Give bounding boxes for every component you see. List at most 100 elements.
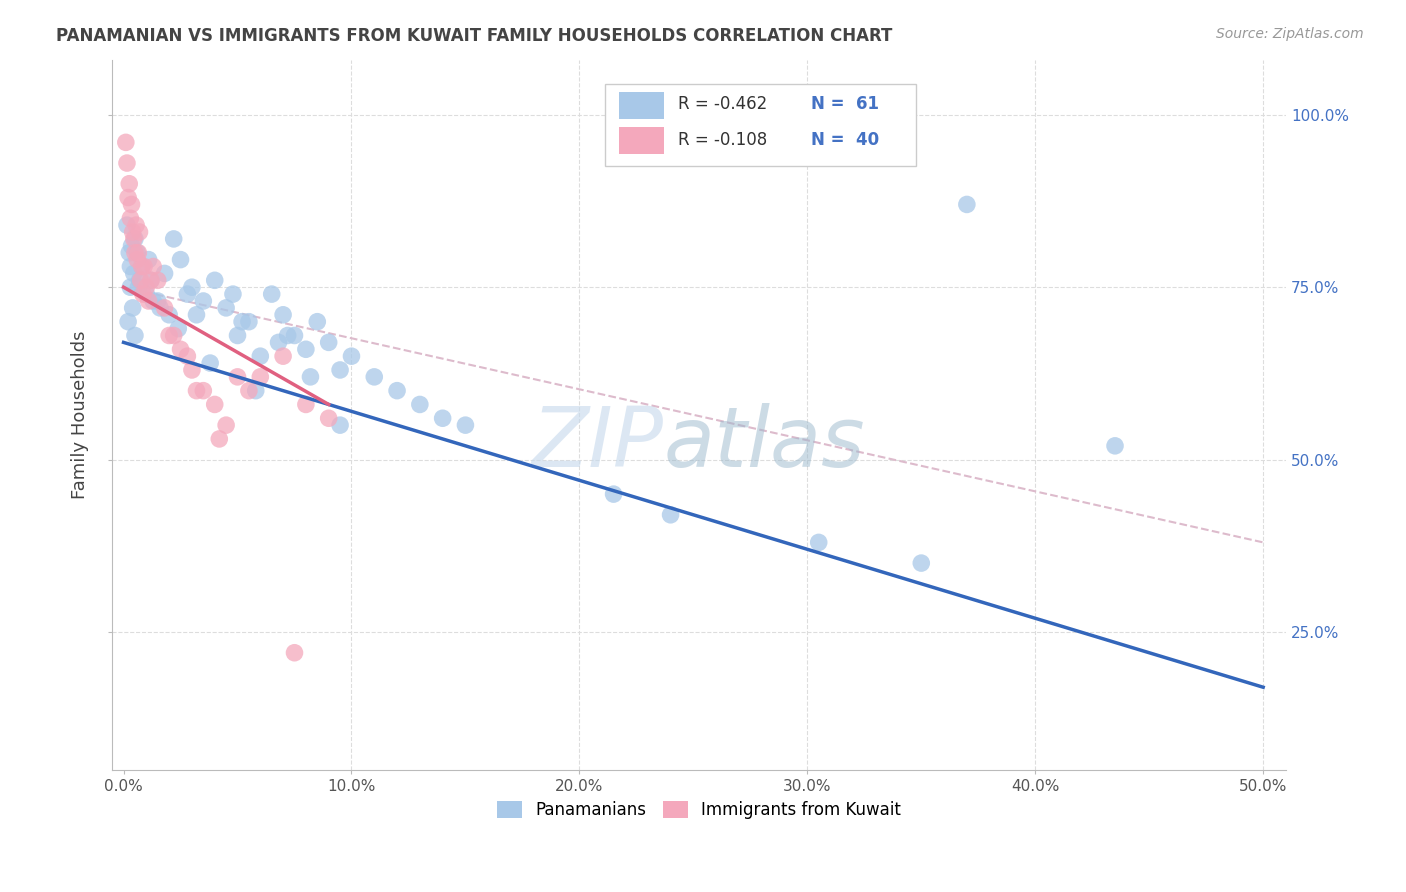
Point [127, 280, 149, 294]
Point [121, 239, 143, 253]
Point [283, 328, 305, 343]
Point [329, 363, 352, 377]
Point [139, 273, 162, 287]
Point [157, 328, 180, 343]
Point [267, 335, 290, 350]
Point [121, 197, 143, 211]
Point [118, 245, 141, 260]
Point [193, 293, 215, 308]
Point [238, 384, 260, 398]
Text: Source: ZipAtlas.com: Source: ZipAtlas.com [1216, 27, 1364, 41]
FancyBboxPatch shape [605, 85, 917, 166]
Point [318, 411, 340, 425]
Point [204, 273, 226, 287]
Point [283, 646, 305, 660]
Point [198, 356, 221, 370]
Point [167, 321, 190, 335]
Point [363, 369, 385, 384]
Point [1104, 439, 1126, 453]
Point [659, 508, 682, 522]
Point [122, 232, 145, 246]
Point [127, 245, 149, 260]
Point [127, 252, 149, 267]
Point [142, 293, 165, 308]
Point [120, 280, 142, 294]
Point [409, 397, 432, 411]
Y-axis label: Family Households: Family Households [72, 331, 89, 499]
Point [163, 232, 186, 246]
Point [124, 328, 146, 343]
Point [271, 308, 294, 322]
Point [118, 177, 141, 191]
Point [176, 287, 198, 301]
Point [122, 267, 145, 281]
Point [807, 535, 830, 549]
Point [115, 156, 138, 170]
Point [260, 287, 283, 301]
Point [193, 384, 215, 398]
FancyBboxPatch shape [619, 92, 664, 119]
Point [132, 287, 155, 301]
Point [120, 260, 142, 274]
Point [127, 245, 149, 260]
Point [340, 349, 363, 363]
Point [131, 260, 153, 274]
Point [238, 315, 260, 329]
Point [277, 328, 299, 343]
Text: N =  40: N = 40 [811, 131, 879, 149]
Point [157, 308, 180, 322]
Point [299, 369, 322, 384]
Text: N =  61: N = 61 [811, 95, 879, 113]
Point [117, 190, 139, 204]
Point [169, 343, 191, 357]
Point [454, 418, 477, 433]
Point [138, 293, 160, 308]
Point [135, 287, 157, 301]
Point [245, 384, 267, 398]
Text: ZIP: ZIP [531, 402, 664, 483]
Point [125, 218, 148, 232]
Point [120, 211, 142, 226]
Point [129, 273, 152, 287]
Point [146, 293, 169, 308]
Point [602, 487, 624, 501]
Point [131, 260, 153, 274]
Point [318, 335, 340, 350]
Point [186, 308, 208, 322]
Point [124, 232, 146, 246]
Legend: Panamanians, Immigrants from Kuwait: Panamanians, Immigrants from Kuwait [491, 794, 908, 826]
Text: PANAMANIAN VS IMMIGRANTS FROM KUWAIT FAMILY HOUSEHOLDS CORRELATION CHART: PANAMANIAN VS IMMIGRANTS FROM KUWAIT FAM… [56, 27, 893, 45]
Point [271, 349, 294, 363]
Point [128, 273, 150, 287]
Point [956, 197, 979, 211]
FancyBboxPatch shape [619, 127, 664, 154]
Point [146, 273, 169, 287]
Point [153, 267, 176, 281]
Point [249, 369, 271, 384]
Point [149, 301, 172, 315]
Point [226, 328, 249, 343]
Point [124, 245, 146, 260]
Point [329, 418, 352, 433]
Point [176, 349, 198, 363]
Point [215, 418, 238, 433]
Text: atlas: atlas [664, 402, 866, 483]
Point [153, 301, 176, 315]
Point [114, 136, 136, 150]
Point [142, 260, 165, 274]
Text: R = -0.462: R = -0.462 [678, 95, 768, 113]
Point [215, 301, 238, 315]
Point [128, 225, 150, 239]
Point [249, 349, 271, 363]
Point [432, 411, 454, 425]
Point [910, 556, 932, 570]
Point [208, 432, 231, 446]
Point [132, 260, 155, 274]
Point [385, 384, 408, 398]
Point [139, 273, 162, 287]
Point [181, 280, 204, 294]
Point [226, 369, 249, 384]
Point [186, 384, 208, 398]
Point [135, 280, 157, 294]
Point [204, 397, 226, 411]
